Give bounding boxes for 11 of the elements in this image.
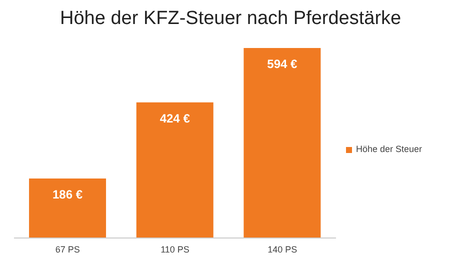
data-label: 186 [52,188,73,202]
text: € [76,188,83,202]
x-tick-label: 110 PS [160,244,190,254]
chart-title: Höhe der KFZ-Steuer nach Pferdestärke [60,8,402,31]
legend-label: Höhe der Steuer [356,144,422,154]
text: € [290,57,298,71]
x-tick-label: 67 PS [55,244,80,254]
text: € [183,111,190,126]
data-label: 594 [267,57,288,71]
data-label: 424 [160,111,180,126]
x-tick-label: 140 PS [268,244,298,254]
